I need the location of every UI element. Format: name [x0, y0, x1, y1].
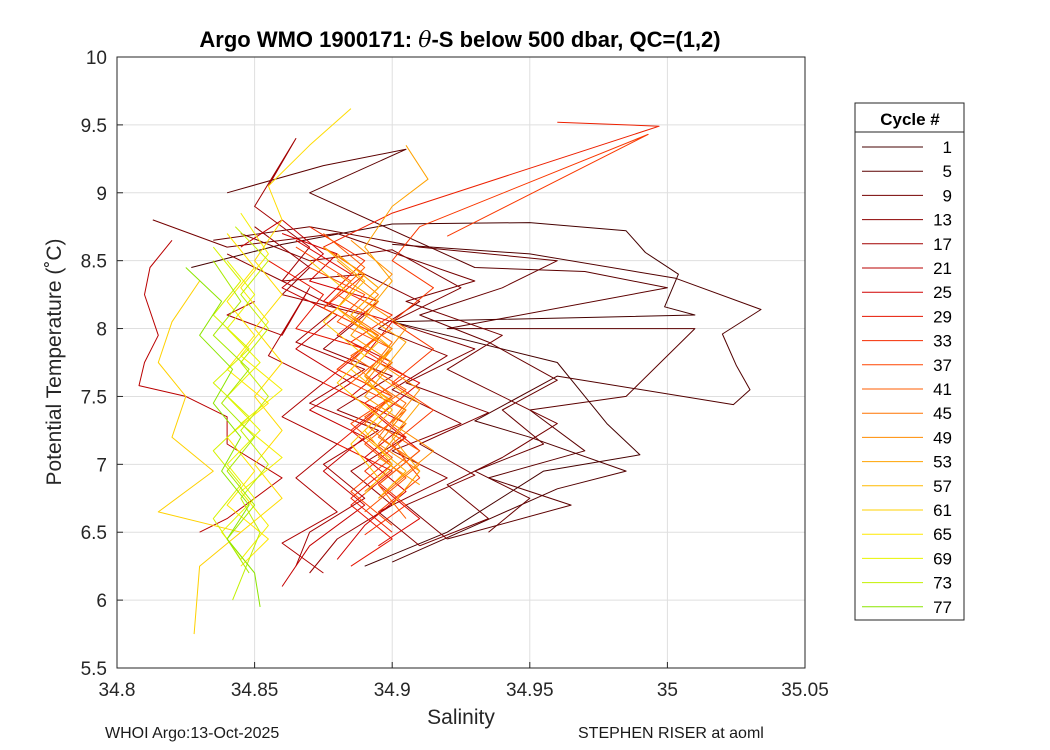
y-tick-label: 7 — [96, 455, 107, 476]
legend-label-69: 69 — [933, 549, 952, 568]
legend-label-53: 53 — [933, 453, 952, 472]
legend-label-1: 1 — [943, 138, 952, 157]
legend-label-9: 9 — [943, 186, 952, 205]
legend-label-5: 5 — [943, 162, 952, 181]
series-line-cycle-59 — [309, 260, 379, 479]
series-line-cycle-45 — [323, 246, 407, 492]
x-tick-label: 34.9 — [374, 680, 411, 701]
series-line-cycle-41 — [323, 233, 421, 519]
legend-label-45: 45 — [933, 404, 952, 423]
series-line-cycle-3 — [391, 243, 762, 563]
legend-label-57: 57 — [933, 477, 952, 496]
series-line-cycle-53 — [364, 145, 429, 506]
legend-title: Cycle # — [880, 110, 940, 129]
x-tick-label: 35.05 — [781, 680, 829, 701]
axis-ticks: 34.8 34.85 34.9 34.95 35 35.05 5.5 6 6.5 7 7.5 8 8.5… — [81, 48, 829, 701]
legend-label-65: 65 — [933, 525, 952, 544]
series-line-cycle-61 — [157, 280, 242, 635]
x-axis-label: Salinity — [427, 706, 495, 729]
legend-label-29: 29 — [933, 307, 952, 326]
legend-label-13: 13 — [933, 211, 952, 230]
series-line-cycle-13 — [226, 253, 462, 547]
y-tick-label: 9.5 — [81, 116, 107, 137]
series-line-cycle-63 — [240, 108, 352, 533]
series-line-cycle-1 — [191, 222, 696, 567]
footer-pi-credit: STEPHEN RISER at aoml — [578, 725, 764, 742]
legend-label-21: 21 — [933, 259, 952, 278]
x-tick-label: 35 — [657, 680, 678, 701]
series-line-cycle-75 — [212, 260, 256, 574]
legend-label-33: 33 — [933, 332, 952, 351]
x-tick-label: 34.85 — [231, 680, 279, 701]
chart-title: Argo WMO 1900171: θ-S below 500 dbar, QC… — [199, 27, 720, 53]
footer-source-date: WHOI Argo:13-Oct-2025 — [105, 725, 280, 742]
legend: Cycle # 1 5 9 13 17 21 25 29 33 37 41 45 49 53 57 61 65 6… — [854, 102, 965, 621]
legend-label-41: 41 — [933, 380, 952, 399]
series-line-cycle-71 — [212, 246, 250, 560]
legend-label-73: 73 — [933, 574, 952, 593]
series-line-cycle-27 — [295, 239, 421, 547]
y-tick-label: 8 — [96, 320, 107, 341]
title-theta-symbol: θ — [418, 28, 431, 53]
plot-axes-box — [116, 56, 806, 669]
series-line-cycle-5 — [226, 148, 696, 540]
data-series — [138, 108, 762, 635]
series-line-cycle-21 — [138, 239, 283, 533]
y-tick-label: 8.5 — [81, 252, 107, 273]
x-tick-label: 34.8 — [99, 680, 136, 701]
y-tick-label: 7.5 — [81, 387, 107, 408]
legend-label-61: 61 — [933, 501, 952, 520]
x-tick-label: 34.95 — [506, 680, 554, 701]
series-line-cycle-73 — [232, 226, 269, 601]
series-line-cycle-19 — [226, 287, 338, 574]
series-line-cycle-65 — [226, 233, 269, 567]
series-line-cycle-55 — [336, 253, 407, 499]
legend-label-17: 17 — [933, 235, 952, 254]
y-tick-label: 9 — [96, 184, 107, 205]
y-tick-label: 6 — [96, 591, 107, 612]
y-tick-label: 5.5 — [81, 659, 107, 680]
series-line-cycle-47 — [336, 260, 421, 506]
legend-label-37: 37 — [933, 356, 952, 375]
legend-items: 1 5 9 13 17 21 25 29 33 37 41 45 49 53 57 61 65 69 73 77 — [862, 138, 952, 617]
y-axis-label: Potential Temperature (˚C) — [43, 238, 66, 485]
series-line-cycle-69 — [221, 260, 261, 567]
series-line-cycle-11 — [240, 233, 489, 540]
legend-label-25: 25 — [933, 283, 952, 302]
legend-label-49: 49 — [933, 428, 952, 447]
y-tick-label: 6.5 — [81, 523, 107, 544]
series-line-cycle-9 — [152, 219, 558, 547]
legend-label-77: 77 — [933, 598, 952, 617]
y-tick-label: 10 — [86, 48, 107, 69]
series-line-cycle-77 — [185, 267, 261, 607]
